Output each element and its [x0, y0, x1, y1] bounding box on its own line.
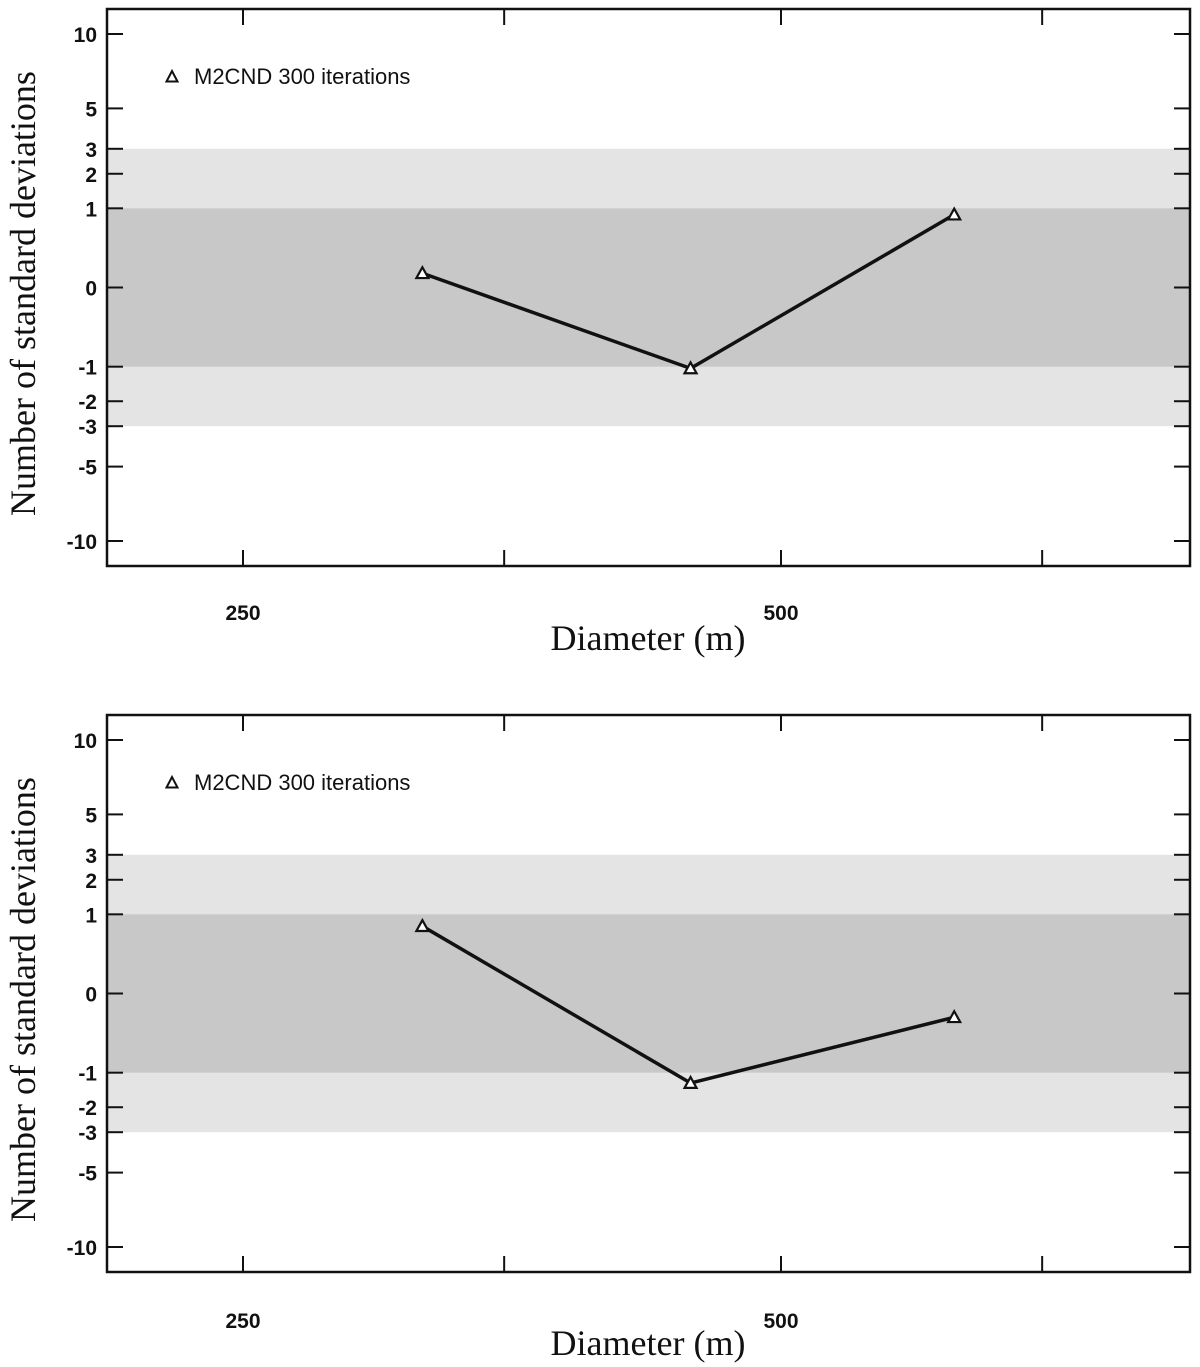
bottom-one-sigma-band — [107, 914, 1190, 1073]
top-data-point-triangle — [682, 360, 699, 375]
bottom-y-tick-label: 10 — [74, 730, 97, 753]
bottom-data-point-triangle — [682, 1074, 699, 1089]
top-y-tick-label: -1 — [78, 357, 97, 380]
top-y-tick-label: 5 — [85, 98, 97, 121]
bottom-y-tick-label: -1 — [78, 1063, 97, 1086]
top-legend-triangle-icon — [164, 68, 180, 83]
top-y-tick-label: 10 — [74, 24, 97, 47]
top-y-axis-title: Number of standard deviations — [3, 71, 43, 516]
bottom-x-tick-label: 250 — [225, 1310, 260, 1333]
top-y-tick-label: 2 — [85, 164, 97, 187]
bottom-y-tick-label: -5 — [78, 1163, 97, 1186]
bottom-y-tick-label: -10 — [67, 1237, 97, 1260]
bottom-y-tick-label: -2 — [78, 1097, 97, 1120]
bottom-y-tick-label: 3 — [85, 845, 97, 868]
bottom-y-axis-title: Number of standard deviations — [3, 777, 43, 1222]
top-x-tick-label: 500 — [763, 602, 798, 625]
top-one-sigma-band — [107, 208, 1190, 367]
bottom-legend-label: M2CND 300 iterations — [194, 770, 410, 795]
top-y-tick-label: -3 — [78, 416, 97, 439]
bottom-y-tick-label: 5 — [85, 804, 97, 827]
bottom-y-tick-label: 1 — [85, 904, 97, 927]
bottom-y-tick-label: -3 — [78, 1122, 97, 1145]
top-y-tick-label: 1 — [85, 198, 97, 221]
bottom-data-point-triangle — [946, 1008, 963, 1024]
bottom-x-tick-label: 500 — [763, 1310, 798, 1333]
top-x-tick-label: 250 — [225, 602, 260, 625]
top-y-tick-label: 0 — [85, 278, 97, 301]
top-y-tick-label: 3 — [85, 139, 97, 162]
top-x-axis-title: Diameter (m) — [551, 618, 746, 658]
bottom-legend-triangle-icon — [164, 774, 180, 789]
bottom-y-tick-label: 0 — [85, 984, 97, 1007]
top-data-point-triangle — [414, 264, 431, 280]
bottom-x-axis-title: Diameter (m) — [551, 1323, 746, 1363]
top-y-tick-label: -10 — [67, 531, 97, 554]
bottom-y-tick-label: 2 — [85, 870, 97, 893]
top-data-point-triangle — [946, 206, 963, 221]
bottom-data-point-triangle — [414, 917, 431, 933]
top-legend-label: M2CND 300 iterations — [194, 64, 410, 89]
top-y-tick-label: -5 — [78, 457, 97, 480]
top-y-tick-label: -2 — [78, 391, 97, 414]
